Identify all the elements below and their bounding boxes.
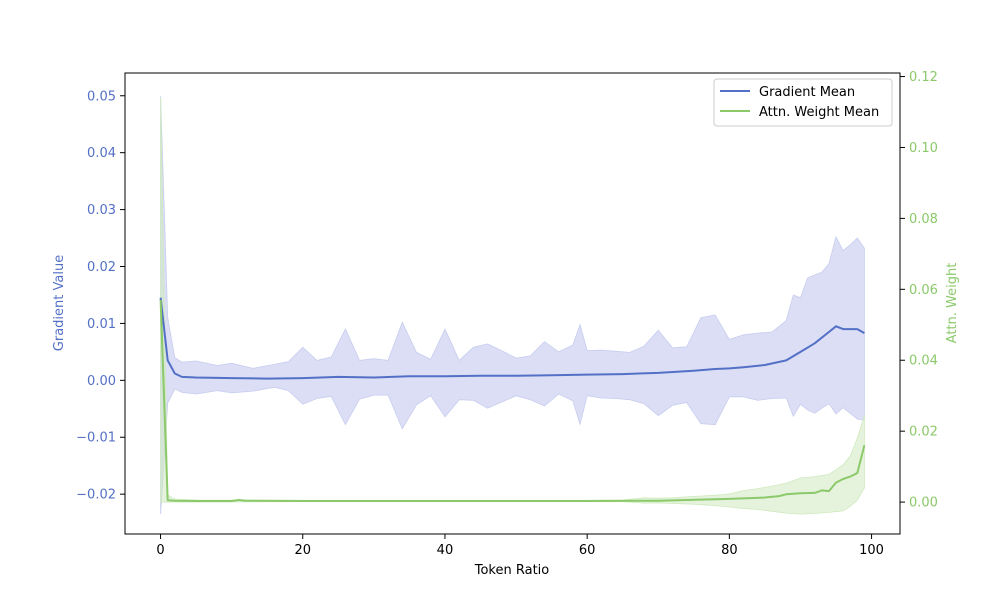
x-tick-label: 0 bbox=[156, 543, 164, 558]
left-y-tick-label: 0.02 bbox=[87, 260, 116, 275]
gradient-confidence-band bbox=[160, 95, 865, 515]
right-y-tick-label: 0.12 bbox=[909, 70, 938, 85]
left-y-axis-ticks: −0.02 −0.01 0.00 0.01 0.02 0.03 0.04 0.05 bbox=[76, 89, 125, 503]
legend-label-attention: Attn. Weight Mean bbox=[759, 105, 879, 120]
left-y-tick-label: −0.02 bbox=[76, 488, 116, 503]
right-y-tick-label: 0.00 bbox=[909, 496, 938, 511]
x-axis-ticks: 0 20 40 60 80 100 bbox=[156, 534, 884, 558]
left-y-tick-label: 0.01 bbox=[87, 317, 116, 332]
right-y-tick-label: 0.10 bbox=[909, 141, 938, 156]
attention-mean-line bbox=[159, 299, 866, 502]
legend-box bbox=[713, 78, 893, 127]
x-axis-label: Token Ratio bbox=[474, 563, 550, 578]
right-y-tick-label: 0.06 bbox=[909, 283, 938, 298]
x-tick-label: 20 bbox=[294, 543, 311, 558]
left-y-tick-label: 0.05 bbox=[87, 89, 116, 104]
confidence-bands bbox=[160, 95, 865, 515]
right-y-axis-label: Attn. Weight bbox=[945, 263, 960, 344]
left-y-tick-label: 0.04 bbox=[87, 146, 116, 161]
left-y-tick-label: −0.01 bbox=[76, 431, 116, 446]
x-tick-label: 100 bbox=[859, 543, 884, 558]
legend-label-gradient: Gradient Mean bbox=[759, 85, 855, 100]
right-y-axis-ticks: 0.00 0.02 0.04 0.06 0.08 0.10 0.12 bbox=[900, 70, 938, 511]
mean-lines bbox=[159, 297, 866, 502]
gradient-mean-line bbox=[159, 297, 865, 380]
plot-frame bbox=[124, 72, 901, 535]
x-tick-label: 80 bbox=[721, 543, 738, 558]
legend: Gradient Mean Attn. Weight Mean bbox=[713, 78, 893, 127]
x-tick-label: 40 bbox=[437, 543, 454, 558]
x-tick-label: 60 bbox=[579, 543, 596, 558]
left-y-axis-label: Gradient Value bbox=[52, 255, 67, 351]
attention-confidence-band bbox=[160, 97, 865, 515]
right-y-tick-label: 0.02 bbox=[909, 425, 938, 440]
left-y-tick-label: 0.00 bbox=[87, 374, 116, 389]
right-y-tick-label: 0.04 bbox=[909, 354, 938, 369]
left-y-tick-label: 0.03 bbox=[87, 203, 116, 218]
right-y-tick-label: 0.08 bbox=[909, 212, 938, 227]
